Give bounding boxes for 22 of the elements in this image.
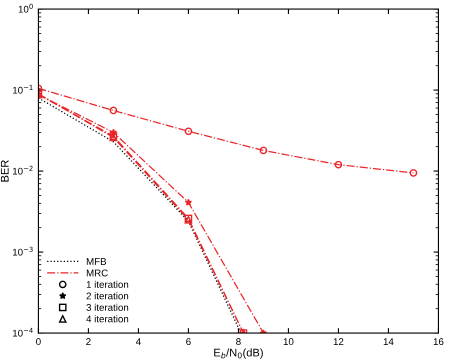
x-tick-label: 12 xyxy=(334,338,344,345)
x-tick-label: 0 xyxy=(36,338,41,346)
legend-label: 4 iteration xyxy=(86,315,128,322)
legend-label: 1 iteration xyxy=(86,280,128,288)
x-tick-label: 6 xyxy=(186,338,191,346)
x-tick-label: 8 xyxy=(236,338,241,346)
x-tick-label: 10 xyxy=(284,338,294,346)
legend-label: MFB xyxy=(86,258,106,265)
legend-label: 3 iteration xyxy=(86,304,128,311)
y-tick-label: 10$^{0}$ xyxy=(18,4,33,13)
y-axis-title: BER xyxy=(0,160,9,182)
legend-label: 2 iteration xyxy=(86,292,128,300)
x-tick-label: 16 xyxy=(434,338,444,346)
x-axis-title: E$_{b}$/N$_{0}$(dB) xyxy=(214,348,263,359)
legend-label: MRC xyxy=(86,270,108,276)
x-tick-label: 14 xyxy=(384,338,394,345)
y-tick-label: 10$^{−4}$ xyxy=(13,328,33,337)
y-tick-label: 10$^{−1}$ xyxy=(13,84,33,94)
x-tick-label: 4 xyxy=(136,338,141,345)
y-tick-label: 10$^{−3}$ xyxy=(13,246,33,256)
y-tick-label: 10$^{−2}$ xyxy=(13,166,33,175)
x-tick-label: 2 xyxy=(86,338,91,345)
